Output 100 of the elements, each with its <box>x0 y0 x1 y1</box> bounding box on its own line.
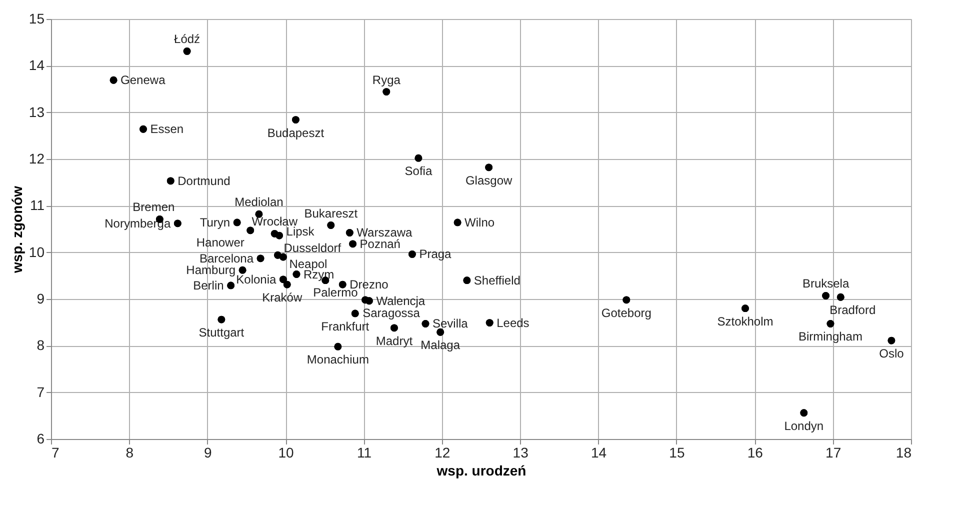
annotation: Berlin <box>193 278 224 292</box>
point <box>822 292 830 300</box>
annotation: Essen <box>150 122 184 136</box>
annotation: Oslo <box>879 346 904 361</box>
point <box>166 177 174 185</box>
x-tick-label: 15 <box>669 444 685 460</box>
point <box>346 229 354 236</box>
annotation: Kraków <box>262 290 302 305</box>
annotation: Łódź <box>174 32 200 46</box>
annotation: Sevilla <box>432 316 468 331</box>
annotation: Budapeszt <box>267 126 325 140</box>
annotation: Sheffield <box>474 273 520 288</box>
x-tick-label: 7 <box>52 444 60 460</box>
point <box>351 310 359 318</box>
y-tick-label: 7 <box>36 384 45 400</box>
point <box>174 220 182 228</box>
annotation: Madryt <box>376 334 414 348</box>
x-tick-label: 16 <box>747 444 764 460</box>
annotation: Monachium <box>306 352 369 367</box>
x-tick-label: 10 <box>278 444 294 460</box>
annotation: Birmingham <box>798 330 862 344</box>
point <box>408 250 416 258</box>
point <box>256 254 264 262</box>
point <box>800 409 808 417</box>
y-tick-label: 15 <box>28 10 45 26</box>
annotation: Wilno <box>464 215 495 230</box>
point <box>888 336 896 344</box>
annotation: Hamburg <box>186 263 236 278</box>
point <box>622 296 630 304</box>
point <box>227 282 235 290</box>
point <box>292 270 300 278</box>
annotation: Leeds <box>496 316 530 330</box>
annotation: Londyn <box>784 418 824 433</box>
point <box>422 320 430 328</box>
annotation: Sztokholm <box>717 314 774 328</box>
annotation: Dortmund <box>178 174 230 188</box>
point <box>283 280 291 288</box>
x-tick-label: 11 <box>356 444 372 460</box>
point <box>183 48 191 55</box>
point <box>292 116 300 124</box>
point <box>110 76 118 84</box>
annotation: Praga <box>419 247 452 262</box>
point <box>390 324 398 332</box>
x-tick-label: 14 <box>590 444 607 460</box>
annotation: Glasgow <box>465 173 512 188</box>
point <box>436 328 444 336</box>
point <box>826 320 834 328</box>
annotation: Walencja <box>376 294 426 308</box>
point <box>233 218 241 226</box>
point <box>140 125 147 133</box>
x-tick-label: 8 <box>126 444 134 460</box>
y-axis-title: wsp. zgonów <box>8 186 25 274</box>
y-tick-label: 10 <box>28 244 45 260</box>
annotation: Stuttgart <box>198 326 245 340</box>
point <box>382 88 390 96</box>
annotation: Malaga <box>420 338 460 352</box>
annotation: Norymberga <box>104 216 171 230</box>
annotation: Goteborg <box>601 306 652 320</box>
point <box>454 218 462 226</box>
y-tick-label: 6 <box>36 430 45 446</box>
y-tick-label: 9 <box>36 290 45 306</box>
x-tick-label: 12 <box>434 444 450 460</box>
point <box>327 222 335 229</box>
y-tick-label: 13 <box>28 104 45 120</box>
x-tick-label: 18 <box>896 444 912 460</box>
annotation: Turyn <box>200 215 230 230</box>
point <box>279 276 287 284</box>
annotation: Bukareszt <box>304 206 358 220</box>
point <box>246 226 254 234</box>
annotation: Dusseldorf <box>284 241 342 256</box>
annotation: Bremen <box>132 200 175 214</box>
annotation: Mediolan <box>234 195 284 210</box>
point <box>836 293 844 301</box>
annotation: Genewa <box>120 73 166 88</box>
point <box>276 232 283 240</box>
point <box>414 154 422 162</box>
x-tick-label: 9 <box>204 444 212 460</box>
point <box>463 276 471 284</box>
x-tick-label: 17 <box>826 444 842 460</box>
point <box>349 240 356 248</box>
annotation: Bradford <box>830 303 876 318</box>
annotation: Bruksela <box>802 276 850 291</box>
point <box>742 304 749 312</box>
point <box>279 253 287 261</box>
point <box>485 164 493 172</box>
x-tick-label: 13 <box>512 444 529 460</box>
y-tick-label: 14 <box>28 57 45 74</box>
y-tick-label: 12 <box>28 150 45 166</box>
annotation: Sofia <box>404 164 432 178</box>
annotation: Saragossa <box>362 306 420 320</box>
annotation: Ryga <box>372 72 401 87</box>
point <box>486 319 494 326</box>
x-axis-title: wsp. urodzeń <box>436 462 526 478</box>
annotation: Frankfurt <box>321 319 370 334</box>
annotation: Lipsk <box>286 224 316 239</box>
point <box>334 342 342 350</box>
point <box>238 266 246 274</box>
annotation: Barcelona <box>199 251 254 266</box>
y-tick-label: 11 <box>30 197 45 214</box>
annotation: Kolonia <box>236 272 277 286</box>
